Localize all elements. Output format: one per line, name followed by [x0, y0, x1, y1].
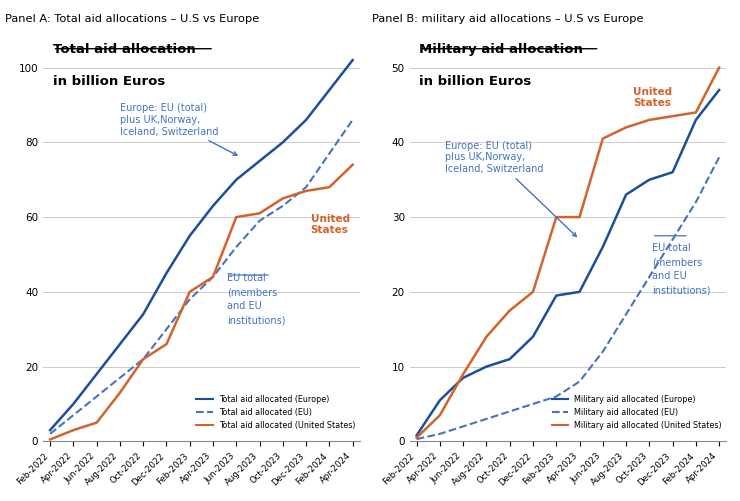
Text: in billion Euros: in billion Euros: [419, 76, 531, 89]
Text: Military aid allocation: Military aid allocation: [419, 43, 583, 56]
Text: EU total 
(members
and EU
institutions): EU total (members and EU institutions): [227, 274, 286, 325]
Text: in billion Euros: in billion Euros: [53, 76, 165, 89]
Legend: Total aid allocated (Europe), Total aid allocated (EU), Total aid allocated (Uni: Total aid allocated (Europe), Total aid …: [193, 392, 359, 433]
Text: Panel B: military aid allocations – U.S vs Europe: Panel B: military aid allocations – U.S …: [371, 14, 643, 24]
Legend: Military aid allocated (Europe), Military aid allocated (EU), Military aid alloc: Military aid allocated (Europe), Militar…: [548, 392, 725, 433]
Text: Europe: EU (total)
plus UK,Norway,
Iceland, Switzerland: Europe: EU (total) plus UK,Norway, Icela…: [120, 103, 237, 155]
Text: United
States: United States: [311, 214, 350, 235]
Text: Europe: EU (total)
plus UK,Norway,
Iceland, Switzerland: Europe: EU (total) plus UK,Norway, Icela…: [445, 141, 576, 236]
Text: Panel A: Total aid allocations – U.S vs Europe: Panel A: Total aid allocations – U.S vs …: [5, 14, 260, 24]
Text: United
States: United States: [633, 87, 672, 108]
Text: Total aid allocation: Total aid allocation: [53, 43, 195, 56]
Text: EU total
(members
and EU
institutions): EU total (members and EU institutions): [652, 243, 710, 296]
